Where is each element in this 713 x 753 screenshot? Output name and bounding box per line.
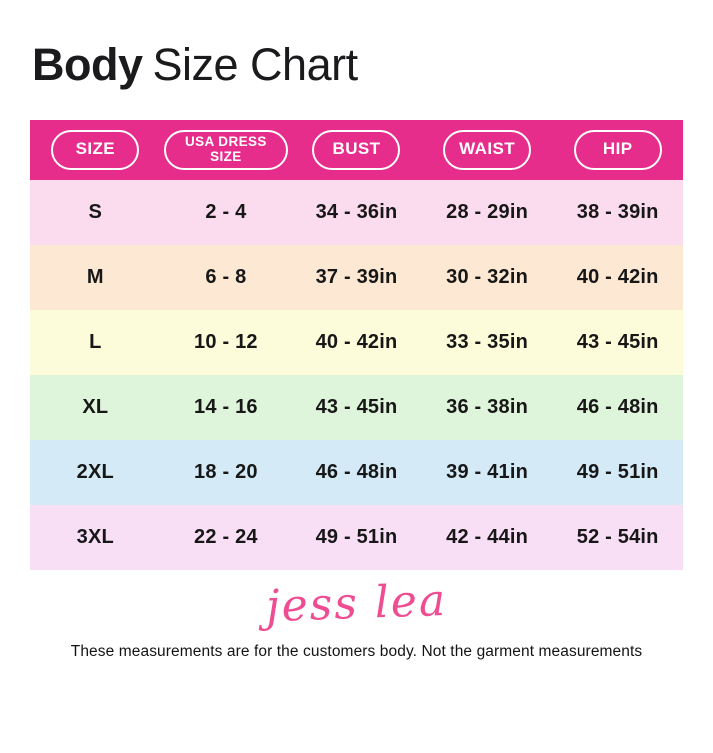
cell-usa-dress-size: 6 - 8 [205,265,247,288]
cell-usa-dress-size: 14 - 16 [194,395,258,418]
header-column-hip: HIP [552,129,683,170]
measurement-footnote: These measurements are for the customers… [70,642,643,660]
cell-size: L [89,330,102,353]
table-row-s: S 2 - 4 34 - 36in 28 - 29in 38 - 39in [30,179,683,245]
cell-size: S [88,200,103,223]
table-body: S 2 - 4 34 - 36in 28 - 29in 38 - 39in M 6 - 8 3… [30,179,683,570]
cell-usa-dress-size: 2 - 4 [205,200,247,223]
column-header-pill: USA DRESS SIZE [163,129,288,170]
cell-bust: 40 - 42in [315,330,398,353]
cell-size: XL [82,395,109,418]
table-row-2xl: 2XL 18 - 20 46 - 48in 39 - 41in 49 - 51in [30,439,683,505]
column-header-pill: BUST [312,129,401,170]
cell-hip: 46 - 48in [576,395,659,418]
cell-hip: 43 - 45in [576,330,659,353]
page-title-bold: Body [32,39,143,90]
cell-bust: 34 - 36in [315,200,398,223]
cell-waist: 33 - 35in [446,330,528,353]
cell-bust: 37 - 39in [315,265,398,288]
column-header-pill: SIZE [51,129,140,170]
header-column-bust: BUST [291,129,422,170]
cell-hip: 52 - 54in [576,525,659,548]
body-size-chart-table: SIZE USA DRESS SIZE BUST WAIST HIP S 2 - 4 34 … [30,119,683,570]
page-title-regular: Size Chart [152,39,359,90]
header-column-usa-dress-size: USA DRESS SIZE [161,129,292,170]
cell-size: 2XL [76,460,114,483]
column-header-pill: HIP [573,129,662,170]
table-row-3xl: 3XL 22 - 24 49 - 51in 42 - 44in 52 - 54in [30,504,683,570]
cell-bust: 46 - 48in [315,460,398,483]
table-header-bar: SIZE USA DRESS SIZE BUST WAIST HIP [30,119,683,180]
cell-waist: 39 - 41in [446,460,528,483]
cell-waist: 42 - 44in [446,525,528,548]
table-row-m: M 6 - 8 37 - 39in 30 - 32in 40 - 42in [30,244,683,310]
cell-hip: 49 - 51in [576,460,659,483]
cell-usa-dress-size: 10 - 12 [194,330,258,353]
cell-usa-dress-size: 22 - 24 [194,525,258,548]
cell-waist: 28 - 29in [446,200,528,223]
table-row-l: L 10 - 12 40 - 42in 33 - 35in 43 - 45in [30,309,683,375]
header-column-waist: WAIST [422,129,553,170]
cell-size: 3XL [76,525,114,548]
cell-hip: 40 - 42in [576,265,659,288]
cell-waist: 30 - 32in [446,265,528,288]
jess-lea-signature: jess lea [265,574,448,632]
cell-bust: 43 - 45in [315,395,398,418]
cell-waist: 36 - 38in [446,395,528,418]
cell-hip: 38 - 39in [576,200,659,223]
column-header-pill: WAIST [443,129,532,170]
cell-size: M [86,265,104,288]
page-title: Body Size Chart [32,40,681,90]
table-row-xl: XL 14 - 16 43 - 45in 36 - 38in 46 - 48in [30,374,683,440]
header-column-size: SIZE [30,129,161,170]
cell-bust: 49 - 51in [315,525,398,548]
cell-usa-dress-size: 18 - 20 [194,460,258,483]
